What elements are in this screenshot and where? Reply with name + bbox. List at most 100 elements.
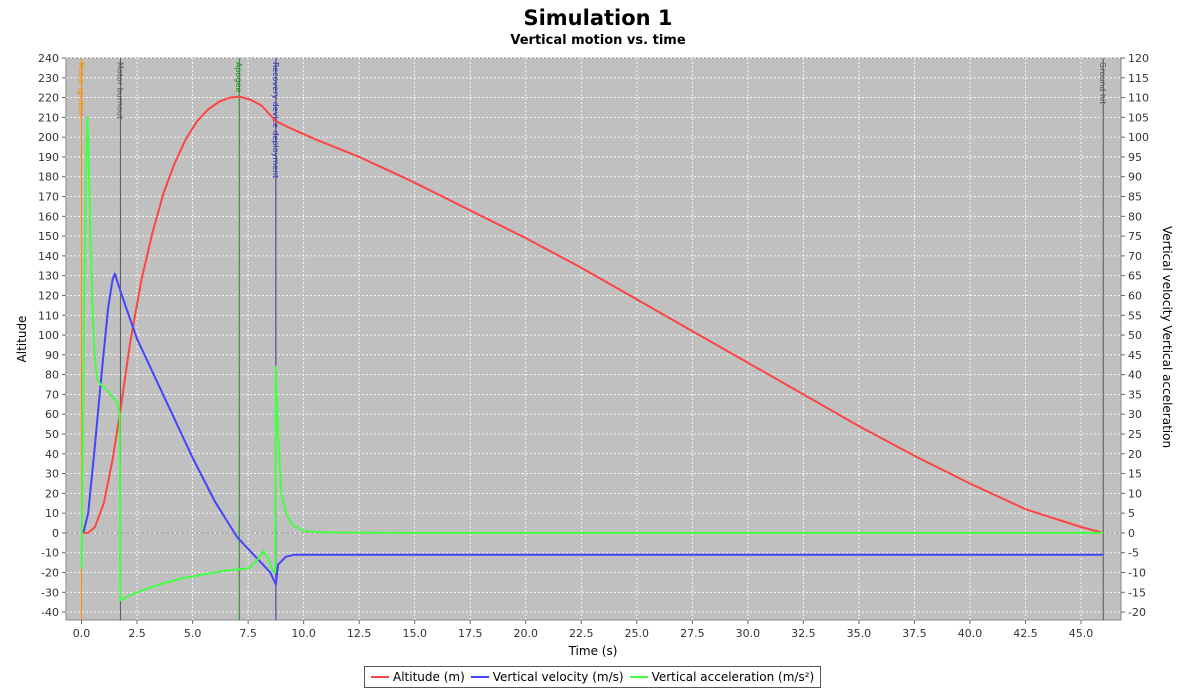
- legend: Altitude (m) Vertical velocity (m/s) Verti…: [364, 666, 822, 688]
- x-tick-label: 30.0: [736, 627, 761, 640]
- y2-tick-label: 5: [1128, 507, 1135, 520]
- y-tick-label: 180: [38, 171, 59, 184]
- y2-tick-label: 15: [1128, 468, 1142, 481]
- y-tick-label: -20: [41, 567, 59, 580]
- x-tick-label: 22.5: [569, 627, 594, 640]
- y-tick-label: 40: [45, 448, 59, 461]
- x-tick-label: 5.0: [184, 627, 202, 640]
- x-tick-label: 25.0: [625, 627, 650, 640]
- y2-tick-label: -10: [1128, 567, 1146, 580]
- y-tick-label: 240: [38, 52, 59, 65]
- x-tick-label: 20.0: [514, 627, 539, 640]
- y2-tick-label: 60: [1128, 289, 1142, 302]
- y-tick-label: 130: [38, 270, 59, 283]
- y-tick-label: 0: [52, 527, 59, 540]
- y-tick-label: 50: [45, 428, 59, 441]
- y-tick-label: -30: [41, 586, 59, 599]
- y2-tick-label: 20: [1128, 448, 1142, 461]
- x-tick-label: 40.0: [958, 627, 983, 640]
- series-line: [80, 272, 1104, 586]
- x-tick-label: 7.5: [239, 627, 257, 640]
- y-tick-label: 30: [45, 468, 59, 481]
- y2-axis-label: Vertical velocity Vertical acceleration: [1160, 226, 1174, 448]
- y2-tick-label: -20: [1128, 606, 1146, 619]
- y-tick-label: 80: [45, 369, 59, 382]
- y-tick-label: 220: [38, 92, 59, 105]
- y2-tick-label: 35: [1128, 388, 1142, 401]
- y-tick-label: 150: [38, 230, 59, 243]
- series-line: [81, 95, 1104, 534]
- y-tick-label: 100: [38, 329, 59, 342]
- chart-title: Simulation 1: [523, 6, 673, 30]
- y2-tick-label: 25: [1128, 428, 1142, 441]
- chart-subtitle: Vertical motion vs. time: [510, 33, 686, 48]
- event-label: Ground hit: [1098, 62, 1107, 104]
- y2-tick-label: 70: [1128, 250, 1142, 263]
- x-tick-label: 45.0: [1069, 627, 1094, 640]
- y2-tick-label: 0: [1128, 527, 1135, 540]
- y-tick-label: 60: [45, 408, 59, 421]
- x-tick-label: 17.5: [458, 627, 483, 640]
- y-tick-label: -40: [41, 606, 59, 619]
- y-tick-label: 140: [38, 250, 59, 263]
- y2-tick-label: 105: [1128, 111, 1149, 124]
- x-tick-label: 37.5: [902, 627, 927, 640]
- event-label: Apogee: [234, 62, 243, 92]
- series-line: [80, 116, 1104, 602]
- y-tick-label: 120: [38, 289, 59, 302]
- y-tick-label: 170: [38, 191, 59, 204]
- legend-label: Altitude (m): [393, 670, 465, 684]
- y-tick-label: 110: [38, 309, 59, 322]
- x-tick-label: 12.5: [347, 627, 372, 640]
- y2-tick-label: 95: [1128, 151, 1142, 164]
- legend-item: Vertical velocity (m/s): [470, 670, 624, 684]
- legend-swatch: [629, 676, 648, 678]
- x-tick-label: 0.0: [73, 627, 91, 640]
- x-tick-label: 32.5: [791, 627, 816, 640]
- legend-item: Altitude (m): [371, 670, 465, 684]
- y-tick-label: 200: [38, 131, 59, 144]
- legend-item: Vertical acceleration (m/s²): [629, 670, 814, 684]
- y-axis-label: Altitude: [15, 316, 29, 363]
- legend-label: Vertical velocity (m/s): [492, 670, 624, 684]
- y2-tick-label: 110: [1128, 92, 1149, 105]
- y2-tick-label: 80: [1128, 210, 1142, 223]
- y-tick-label: 90: [45, 349, 59, 362]
- y2-tick-label: 55: [1128, 309, 1142, 322]
- y2-tick-label: 40: [1128, 369, 1142, 382]
- y-tick-label: 10: [45, 507, 59, 520]
- y2-tick-label: 90: [1128, 171, 1142, 184]
- y2-tick-label: -15: [1128, 586, 1146, 599]
- event-label: Motor ignition: [77, 62, 86, 118]
- y2-tick-label: 10: [1128, 487, 1142, 500]
- y-tick-label: 70: [45, 388, 59, 401]
- x-tick-label: 42.5: [1013, 627, 1038, 640]
- y-tick-label: 210: [38, 111, 59, 124]
- y-tick-label: 230: [38, 72, 59, 85]
- x-tick-label: 10.0: [291, 627, 316, 640]
- y2-tick-label: -5: [1128, 547, 1139, 560]
- y2-tick-label: 30: [1128, 408, 1142, 421]
- y2-tick-label: 115: [1128, 72, 1149, 85]
- plot-area: [65, 57, 1122, 621]
- y2-tick-label: 65: [1128, 270, 1142, 283]
- x-tick-label: 2.5: [128, 627, 146, 640]
- legend-swatch: [371, 676, 389, 678]
- y2-tick-label: 100: [1128, 131, 1149, 144]
- x-tick-label: 27.5: [680, 627, 705, 640]
- y-tick-label: -10: [41, 547, 59, 560]
- y-tick-label: 20: [45, 487, 59, 500]
- y2-tick-label: 85: [1128, 191, 1142, 204]
- y2-tick-label: 50: [1128, 329, 1142, 342]
- y2-tick-label: 75: [1128, 230, 1142, 243]
- x-tick-label: 35.0: [847, 627, 872, 640]
- event-label: Motor burnout: [115, 62, 124, 119]
- y-tick-label: 190: [38, 151, 59, 164]
- y2-tick-label: 45: [1128, 349, 1142, 362]
- y2-tick-label: 120: [1128, 52, 1149, 65]
- legend-swatch: [470, 676, 489, 678]
- y-tick-label: 160: [38, 210, 59, 223]
- x-tick-label: 15.0: [402, 627, 427, 640]
- x-axis-label: Time (s): [568, 644, 618, 658]
